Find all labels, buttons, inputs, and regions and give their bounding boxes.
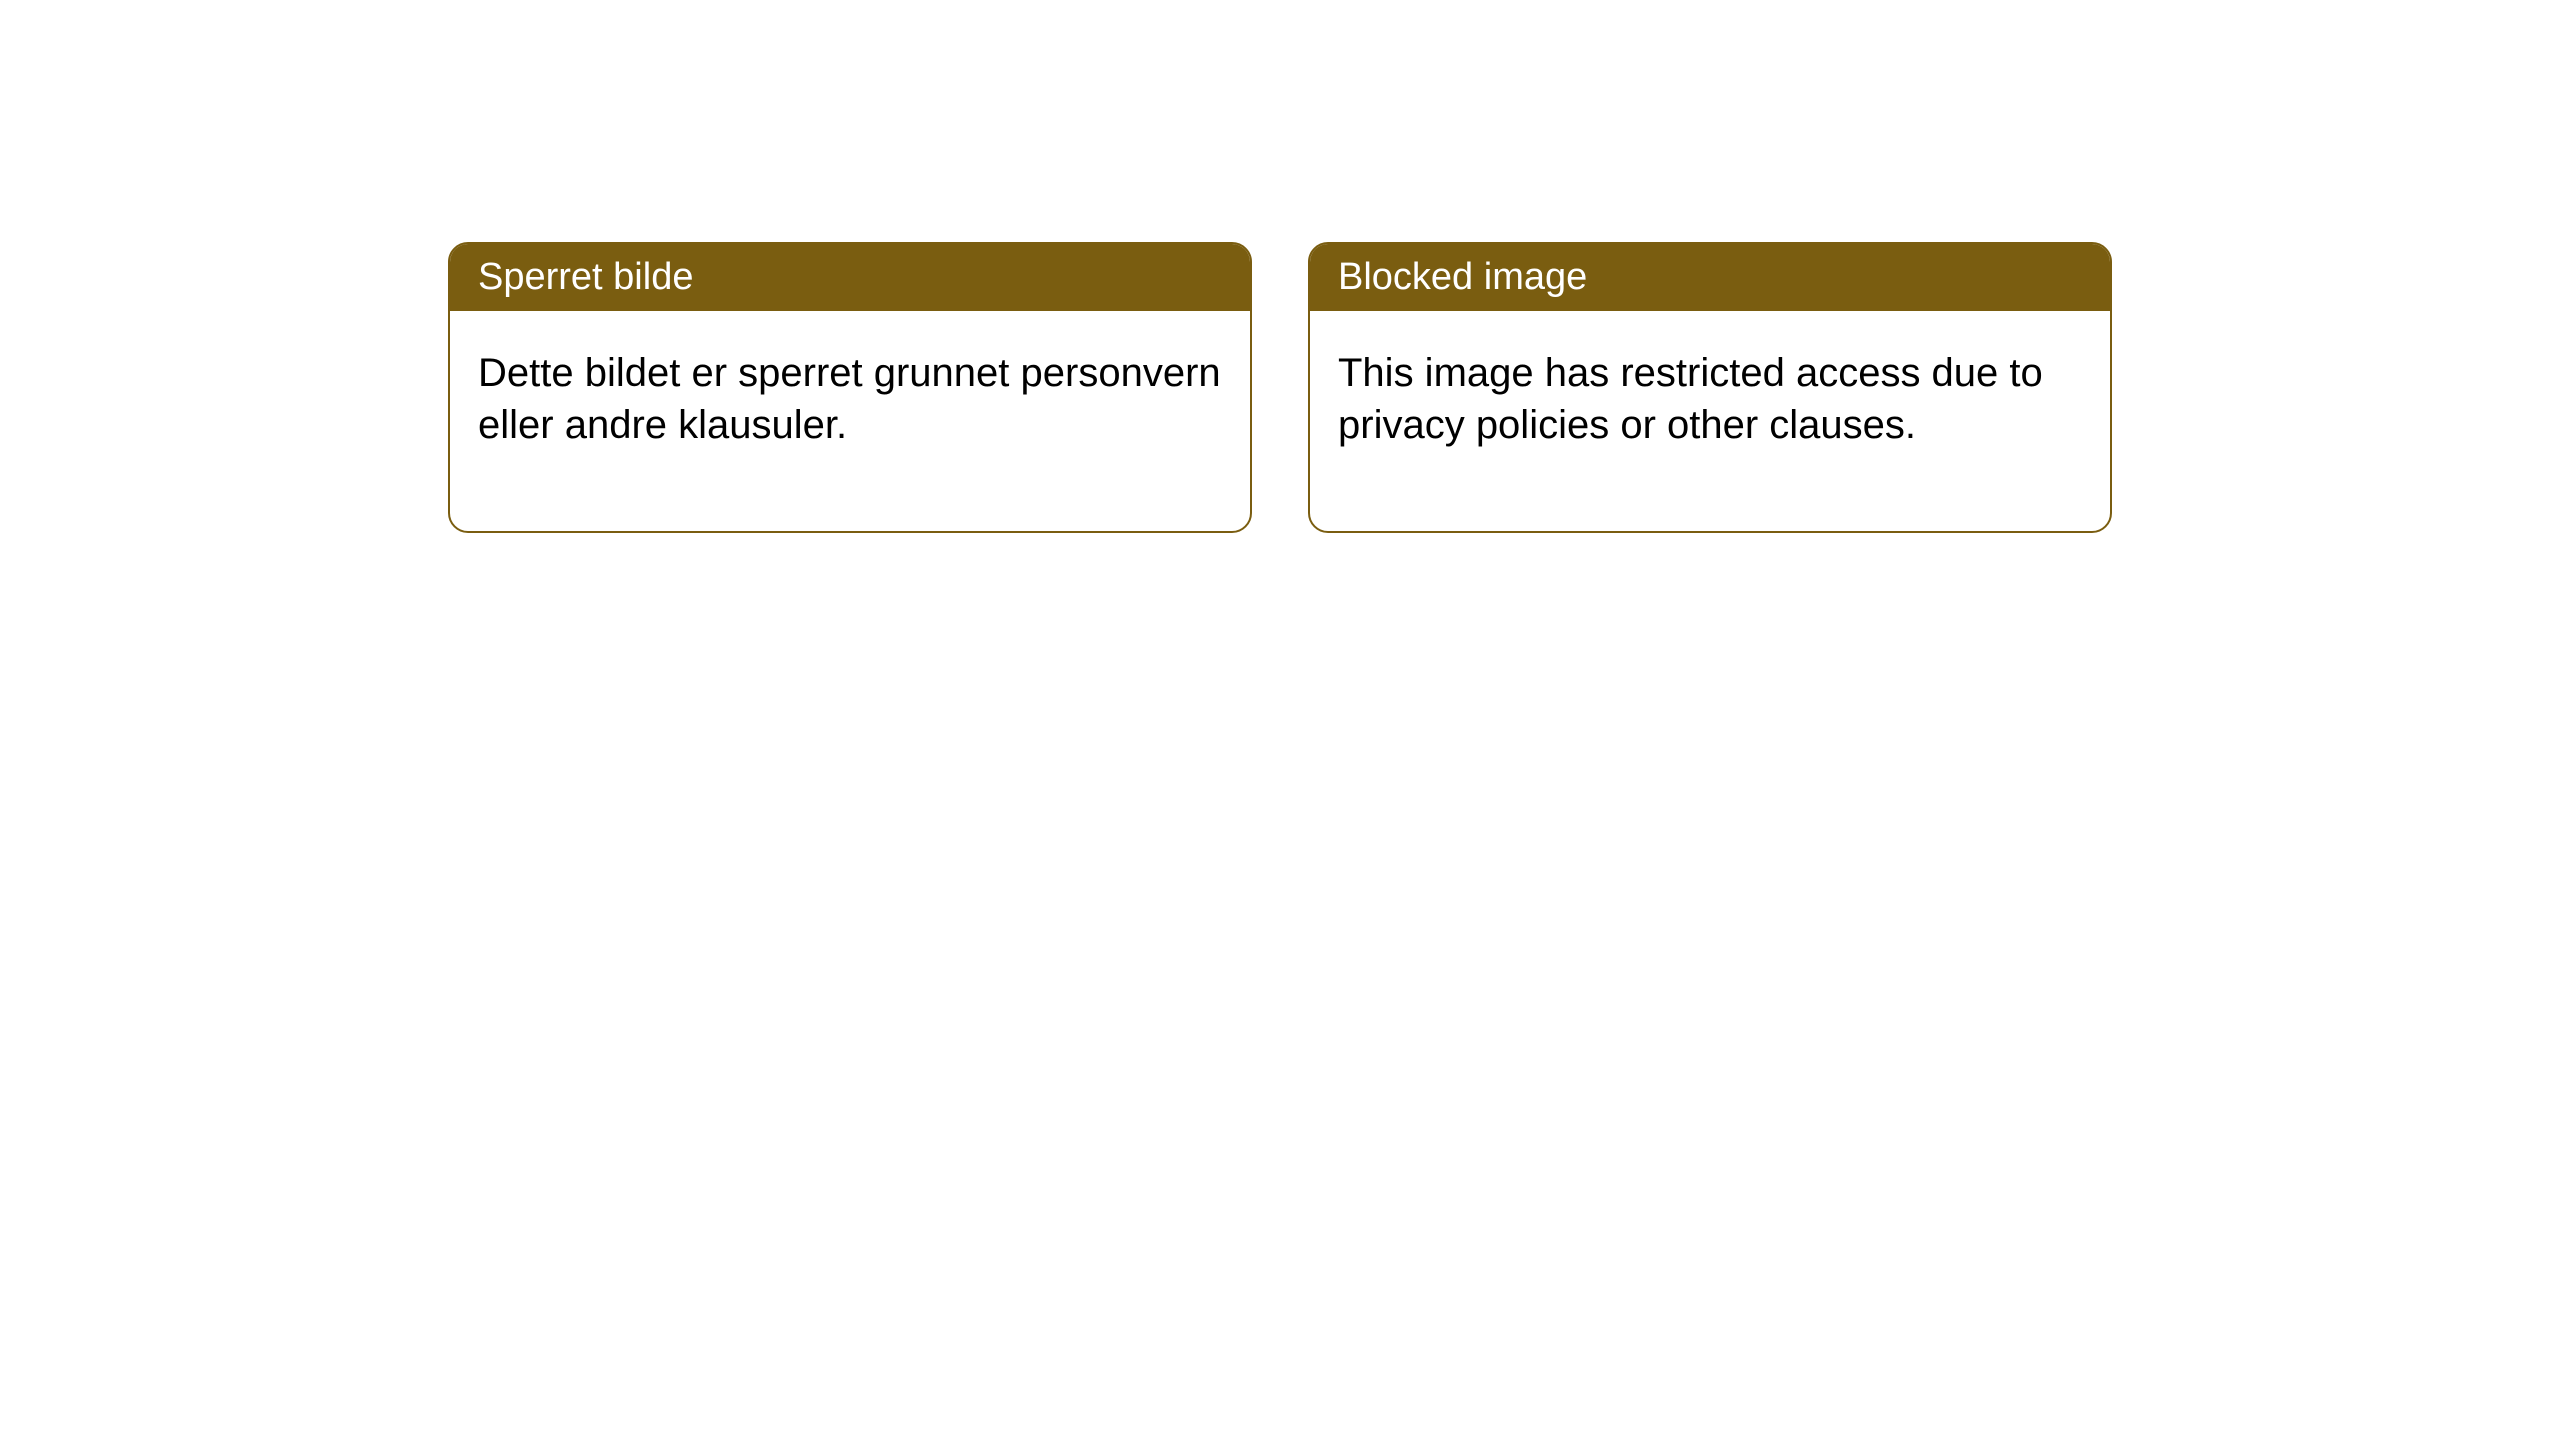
card-title: Blocked image	[1338, 256, 1587, 298]
card-body: This image has restricted access due to …	[1310, 311, 2110, 531]
card-title: Sperret bilde	[478, 256, 693, 298]
card-body: Dette bildet er sperret grunnet personve…	[450, 311, 1250, 531]
card-header: Blocked image	[1310, 244, 2110, 311]
notice-card-english: Blocked image This image has restricted …	[1308, 242, 2112, 533]
card-message: Dette bildet er sperret grunnet personve…	[478, 351, 1221, 447]
card-header: Sperret bilde	[450, 244, 1250, 311]
notice-cards-row: Sperret bilde Dette bildet er sperret gr…	[0, 0, 2560, 533]
notice-card-norwegian: Sperret bilde Dette bildet er sperret gr…	[448, 242, 1252, 533]
card-message: This image has restricted access due to …	[1338, 351, 2043, 447]
